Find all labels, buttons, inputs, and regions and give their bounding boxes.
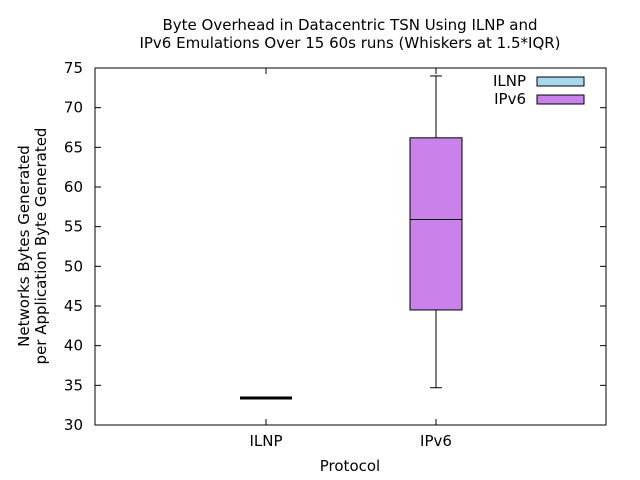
y-tick-label: 45 xyxy=(64,297,83,315)
y-tick-label: 70 xyxy=(64,99,83,117)
y-axis-label-line-2: per Application Byte Generated xyxy=(32,128,50,365)
y-axis: 30 35 40 45 50 55 60 65 70 75 xyxy=(64,59,606,434)
y-axis-label-line-1: Networks Bytes Generated xyxy=(15,145,33,347)
chart-title-line-2: IPv6 Emulations Over 15 60s runs (Whiske… xyxy=(139,34,560,52)
y-tick-label: 50 xyxy=(64,257,83,275)
y-tick-label: 65 xyxy=(64,138,83,156)
legend-swatch xyxy=(536,76,585,87)
y-axis-label: Networks Bytes Generated per Application… xyxy=(15,128,50,365)
y-tick-label: 30 xyxy=(64,416,83,434)
legend-swatch xyxy=(536,94,585,105)
x-tick-label-ilnp: ILNP xyxy=(249,432,282,450)
legend-label: IPv6 xyxy=(494,90,526,108)
chart-title-line-1: Byte Overhead in Datacentric TSN Using I… xyxy=(162,16,537,34)
x-axis: ILNP IPv6 xyxy=(249,68,452,450)
y-tick-label: 40 xyxy=(64,337,83,355)
legend-label: ILNP xyxy=(493,72,526,90)
y-tick-label: 35 xyxy=(64,376,83,394)
y-tick-label: 60 xyxy=(64,178,83,196)
chart-title: Byte Overhead in Datacentric TSN Using I… xyxy=(139,16,560,52)
iqr-box xyxy=(409,137,463,311)
x-axis-label: Protocol xyxy=(320,457,380,475)
x-tick-label-ipv6: IPv6 xyxy=(420,432,452,450)
y-tick-label: 75 xyxy=(64,59,83,77)
y-tick-label: 55 xyxy=(64,218,83,236)
box-series xyxy=(240,75,463,400)
legend-item-ilnp: ILNP xyxy=(493,72,585,90)
plot-frame xyxy=(94,67,607,426)
legend-item-ipv6: IPv6 xyxy=(494,90,585,108)
box-ipv6 xyxy=(409,75,463,389)
